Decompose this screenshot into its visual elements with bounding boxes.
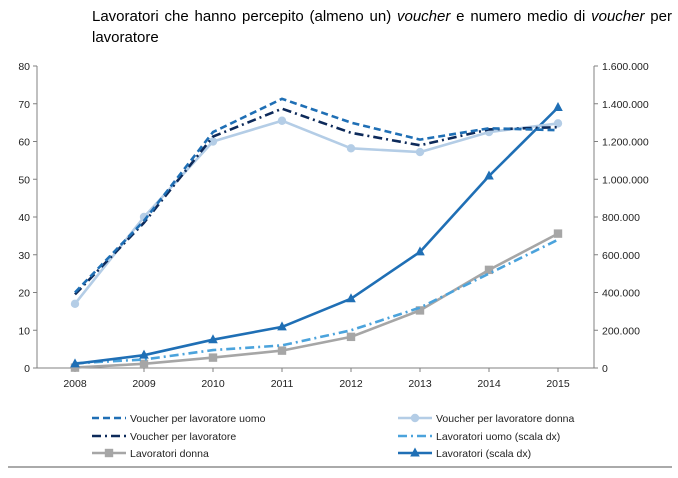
data-point-lavoratori-scala-dx — [139, 349, 149, 359]
data-point-lavoratori-scala-dx — [346, 293, 356, 303]
x-tick-label: 2011 — [271, 378, 294, 390]
legend-label: Voucher per lavoratore — [130, 431, 236, 443]
x-tick-label: 2012 — [339, 378, 363, 390]
legend-marker — [410, 413, 420, 423]
y-left-tick-label: 20 — [18, 288, 30, 300]
legend-marker — [410, 447, 420, 457]
title-part-1: Lavoratori che hanno percepito (almeno u… — [92, 8, 397, 25]
legend-label: Lavoratori uomo (scala dx) — [436, 431, 560, 443]
data-point-lavoratori-donna — [139, 359, 149, 369]
data-point-lavoratori-donna — [277, 346, 287, 355]
legend-label: Lavoratori donna — [130, 448, 209, 460]
legend-label: Voucher per lavoratore donna — [436, 413, 575, 425]
data-point-lavoratori-donna — [346, 332, 356, 342]
y-left-tick-label: 0 — [24, 363, 30, 375]
y-left-tick-label: 70 — [18, 99, 30, 111]
data-point-lavoratori-donna — [415, 306, 425, 315]
series-line-lavoratori-donna — [74, 232, 559, 369]
data-point-lavoratori-scala-dx — [484, 170, 494, 180]
y-left-tick-label: 40 — [18, 212, 30, 224]
y-right-tick-label: 1.200.000 — [602, 137, 649, 149]
legend-marker — [104, 448, 114, 458]
y-right-tick-label: 400.000 — [602, 288, 640, 300]
x-tick-label: 2009 — [132, 378, 156, 390]
data-point-lavoratori-donna — [484, 265, 494, 275]
chart-title: Lavoratori che hanno percepito (almeno u… — [92, 6, 672, 48]
data-point-lavoratori-donna — [70, 363, 80, 372]
title-part-2: e numero medio di — [450, 8, 592, 25]
data-point-lavoratori-scala-dx — [277, 321, 287, 331]
data-point-voucher-per-lavoratore-donna — [553, 119, 563, 128]
y-right-tick-label: 0 — [602, 363, 608, 375]
data-point-lavoratori-donna — [208, 353, 218, 362]
y-left-tick-label: 60 — [18, 137, 30, 149]
x-tick-label: 2008 — [63, 378, 87, 390]
x-tick-label: 2015 — [546, 378, 570, 390]
series-line-voucher-per-lavoratore — [74, 107, 559, 296]
data-point-voucher-per-lavoratore-donna — [208, 137, 218, 146]
legend-label: Voucher per lavoratore uomo — [130, 413, 266, 425]
x-tick-label: 2010 — [201, 378, 225, 390]
y-right-tick-label: 600.000 — [602, 250, 640, 262]
series-line-voucher-per-lavoratore-uomo — [74, 97, 559, 294]
title-italic-2: voucher — [591, 8, 645, 25]
series-line-lavoratori-scala-dx — [74, 106, 559, 366]
data-point-voucher-per-lavoratore-donna — [70, 299, 80, 309]
data-point-lavoratori-scala-dx — [70, 358, 80, 368]
data-point-voucher-per-lavoratore-donna — [277, 116, 287, 125]
y-right-tick-label: 1.600.000 — [602, 61, 649, 73]
data-point-voucher-per-lavoratore-donna — [415, 147, 425, 157]
y-left-tick-label: 80 — [18, 61, 30, 73]
data-point-lavoratori-scala-dx — [208, 334, 218, 344]
y-right-tick-label: 800.000 — [602, 212, 640, 224]
legend-label: Lavoratori (scala dx) — [436, 448, 531, 460]
y-left-tick-label: 10 — [18, 325, 30, 337]
data-point-lavoratori-scala-dx — [415, 246, 425, 256]
series-line-voucher-per-lavoratore-donna — [73, 119, 559, 305]
y-left-tick-label: 30 — [18, 250, 30, 262]
series-line-lavoratori-uomo-scala-dx — [74, 238, 559, 365]
x-tick-label: 2014 — [477, 378, 501, 390]
data-point-lavoratori-donna — [553, 229, 563, 238]
title-part-3: per lavoratore — [92, 8, 672, 46]
y-right-tick-label: 1.000.000 — [602, 174, 649, 186]
title-italic-1: voucher — [397, 8, 451, 25]
y-right-tick-label: 200.000 — [602, 325, 640, 337]
y-left-tick-label: 50 — [18, 174, 30, 186]
data-point-lavoratori-scala-dx — [553, 102, 563, 112]
data-point-voucher-per-lavoratore-donna — [346, 144, 356, 153]
y-right-tick-label: 1.400.000 — [602, 99, 649, 111]
x-tick-label: 2013 — [408, 378, 432, 390]
